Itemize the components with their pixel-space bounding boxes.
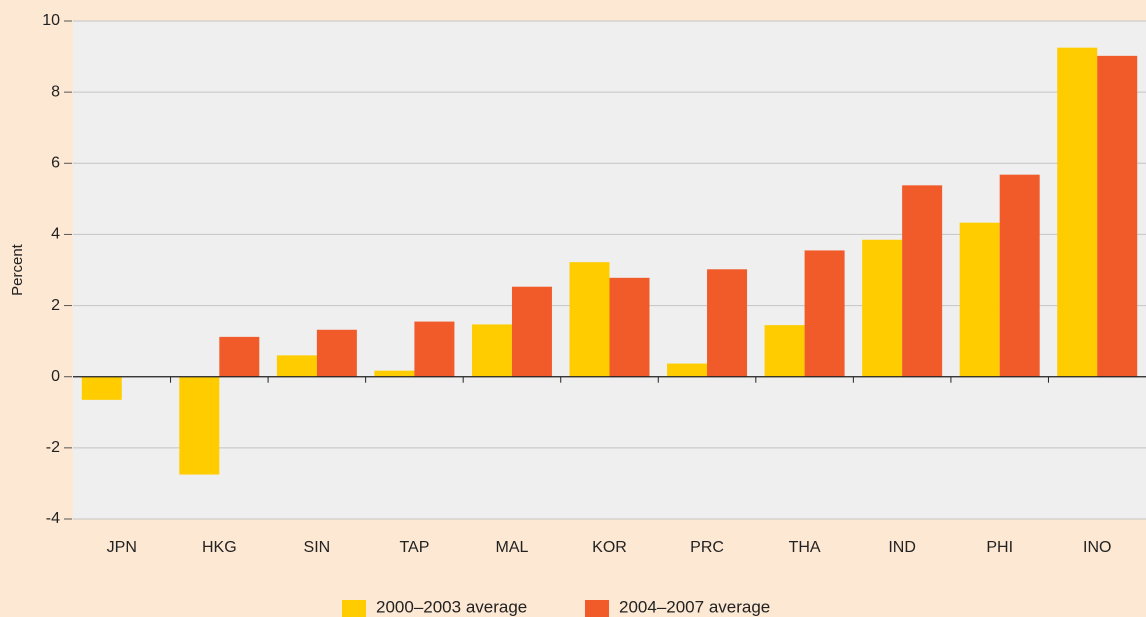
y-tick-label: -2 (46, 439, 60, 456)
bar (804, 250, 845, 377)
bar (862, 239, 903, 377)
bar (511, 286, 552, 377)
bar (276, 355, 317, 377)
x-tick-label: INO (1083, 539, 1111, 556)
y-tick-label: 0 (51, 368, 60, 385)
y-tick-label: 2 (51, 297, 60, 314)
x-tick-label: PRC (690, 539, 724, 556)
bar (471, 324, 512, 377)
bar (316, 329, 357, 377)
x-tick-label: SIN (304, 539, 331, 556)
y-tick-label: 4 (51, 226, 60, 243)
bar (764, 325, 805, 377)
bar (179, 376, 220, 475)
x-tick-label: IND (888, 539, 916, 556)
bar (1097, 55, 1138, 377)
x-tick-label: THA (789, 539, 821, 556)
y-tick-label: -4 (46, 510, 60, 527)
bar (902, 185, 943, 377)
y-tick-label: 10 (42, 12, 60, 29)
x-tick-label: KOR (592, 539, 627, 556)
x-tick-label: JPN (107, 539, 137, 556)
legend-label: 2000–2003 average (376, 597, 527, 616)
bar (707, 269, 748, 377)
x-tick-label: TAP (399, 539, 429, 556)
bar (414, 321, 455, 377)
bar (667, 363, 708, 377)
x-tick-label: HKG (202, 539, 237, 556)
y-tick-label: 6 (51, 155, 60, 172)
bar (219, 336, 260, 377)
x-tick-label: PHI (986, 539, 1013, 556)
y-axis-label: Percent (9, 243, 26, 296)
legend-label: 2004–2007 average (619, 597, 770, 616)
x-tick-label: MAL (496, 539, 529, 556)
bar (999, 174, 1040, 377)
legend-swatch (585, 600, 609, 617)
bar (959, 222, 1000, 377)
y-tick-label: 8 (51, 83, 60, 100)
legend-swatch (342, 600, 366, 617)
bar (569, 262, 610, 377)
bar (81, 376, 122, 400)
bar (374, 370, 415, 377)
bar (609, 277, 650, 377)
bar (1057, 47, 1098, 377)
